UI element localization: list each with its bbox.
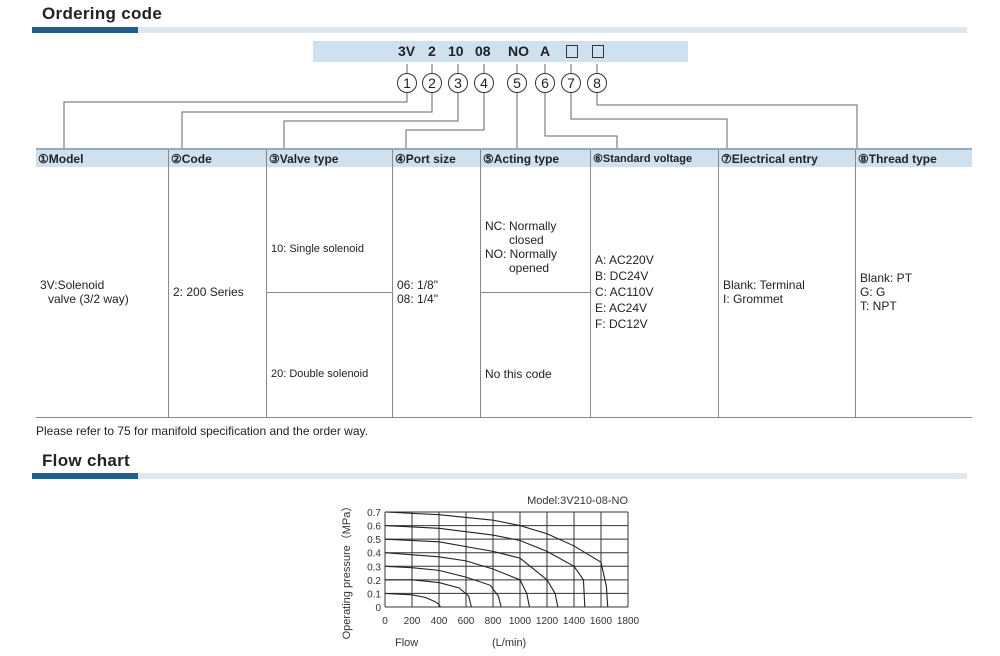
cell-valve-type: 10: Single solenoid 20: Double solenoid <box>266 167 393 418</box>
code-part: 2 <box>428 43 436 59</box>
code-part: 10 <box>448 43 464 59</box>
x-tick-label: 1000 <box>509 616 532 627</box>
position-number: 6 <box>535 73 555 93</box>
position-number: 4 <box>474 73 494 93</box>
x-tick-label: 1600 <box>590 616 613 627</box>
header-acting-type: ⑤Acting type <box>480 148 591 167</box>
position-number: 5 <box>507 73 527 93</box>
ordering-table: ①Model ②Code ③Valve type ④Port size ⑤Act… <box>36 148 972 418</box>
blank-square <box>592 45 604 58</box>
cell-acting-type: NC: Normally closed NO: Normally opened No … <box>480 167 591 418</box>
position-number: 8 <box>587 73 607 93</box>
header-model: ①Model <box>36 148 169 167</box>
flow-curve <box>384 511 609 608</box>
x-axis-label: Flow <box>395 637 418 649</box>
header-electrical-entry: ⑦Electrical entry <box>718 148 856 167</box>
x-axis-unit: (L/min) <box>492 637 526 649</box>
x-tick-label: 400 <box>431 616 448 627</box>
flow-curve <box>384 525 586 608</box>
y-axis-label: Operating pressure（MPa） <box>340 501 353 640</box>
y-tick-label: 0.6 <box>367 522 381 533</box>
ordering-code-title: Ordering code <box>42 4 163 23</box>
code-part: NO <box>508 43 529 59</box>
y-tick-label: 0.4 <box>367 549 381 560</box>
table-header: ①Model ②Code ③Valve type ④Port size ⑤Act… <box>36 148 972 167</box>
blank-square <box>566 45 578 58</box>
flow-chart-title: Flow chart <box>42 451 131 470</box>
code-box <box>313 41 688 62</box>
y-tick-label: 0 <box>375 603 381 614</box>
header-standard-voltage: ⑥Standard voltage <box>590 148 719 167</box>
code-part: 08 <box>475 43 491 59</box>
y-tick-label: 0.1 <box>367 589 381 600</box>
y-tick-label: 0.5 <box>367 535 381 546</box>
code-part: 3V <box>398 43 416 59</box>
x-tick-label: 600 <box>458 616 475 627</box>
header-thread-type: ⑧Thread type <box>855 148 972 167</box>
x-tick-label: 1400 <box>563 616 586 627</box>
section-bar <box>32 473 967 479</box>
flow-curve <box>384 538 559 608</box>
position-number: 7 <box>561 73 581 93</box>
position-number: 3 <box>448 73 468 93</box>
header-valve-type: ③Valve type <box>266 148 393 167</box>
cell-code: 2: 200 Series <box>168 167 267 418</box>
x-tick-label: 800 <box>485 616 502 627</box>
flow-curve <box>385 579 472 608</box>
x-tick-label: 1200 <box>536 616 559 627</box>
header-code: ②Code <box>168 148 267 167</box>
flow-curve <box>384 592 441 608</box>
cell-voltage: A: AC220V B: DC24V C: AC110V E: AC24V F: DC1… <box>590 167 719 418</box>
y-tick-label: 0.7 <box>367 508 381 519</box>
x-tick-label: 1800 <box>617 616 640 627</box>
cell-port-size: 06: 1/8" 08: 1/4" <box>392 167 481 418</box>
flow-curve <box>384 565 502 608</box>
chart-model-title: Model:3V210-08-NO <box>527 495 628 507</box>
code-part: A <box>540 43 551 59</box>
position-number: 2 <box>422 73 442 93</box>
manifold-note: Please refer to 75 for manifold specific… <box>36 424 368 438</box>
flow-curve <box>384 552 530 608</box>
cell-thread: Blank: PT G: G T: NPT <box>855 167 972 418</box>
y-tick-label: 0.3 <box>367 562 381 573</box>
x-tick-label: 0 <box>382 616 388 627</box>
position-number: 1 <box>397 73 417 93</box>
y-tick-label: 0.2 <box>367 576 381 587</box>
table-row: 3V:Solenoid valve (3/2 way) 2: 200 Series… <box>36 167 972 418</box>
cell-model: 3V:Solenoid valve (3/2 way) <box>36 167 169 418</box>
section-bar <box>32 27 967 33</box>
header-port-size: ④Port size <box>392 148 481 167</box>
x-tick-label: 200 <box>404 616 421 627</box>
cell-electrical: Blank: Terminal I: Grommet <box>718 167 856 418</box>
